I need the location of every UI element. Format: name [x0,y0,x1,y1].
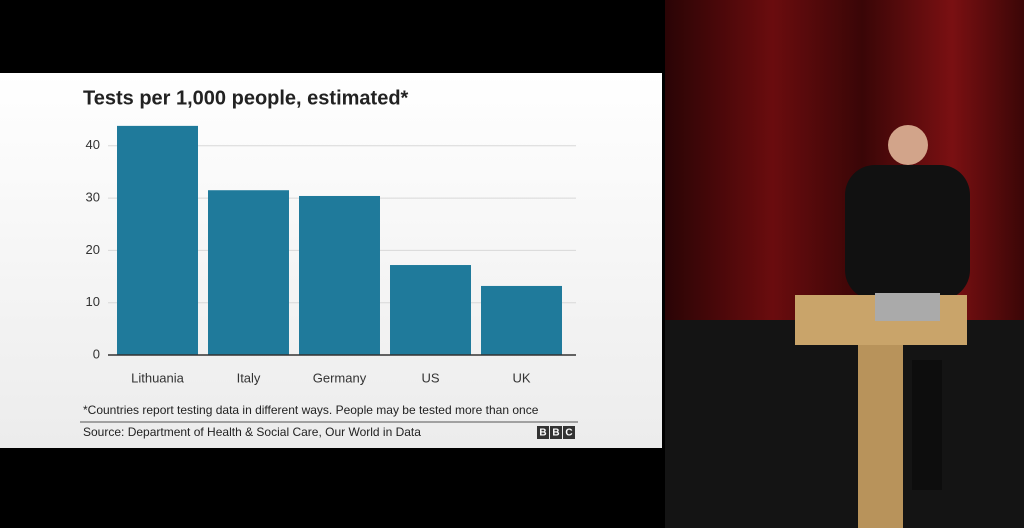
plot: 0 10 20 30 40 Lithuania Italy Germany US UK [86,125,576,385]
bar [117,125,198,355]
logo-letter: B [539,428,546,439]
logo-box [550,426,562,439]
logo-letter: C [565,428,572,439]
source: Source: Department of Health & Social Ca… [83,425,421,439]
x-tick-label: US [421,370,439,385]
y-tick-label: 30 [86,190,100,205]
bar [390,265,471,355]
bar [208,190,289,355]
speaker-body [845,165,970,300]
x-tick-label: Germany [313,370,367,385]
speaker-head [888,125,928,165]
y-tick-label: 40 [86,137,100,152]
chart-title: Tests per 1,000 people, estimated* [83,87,409,109]
curtain [665,0,1024,335]
bar [299,195,380,355]
logo-box [537,426,549,439]
logo-box [563,426,575,439]
x-tick-label: UK [512,370,530,385]
x-tick-label: Italy [237,370,261,385]
podium-post [858,345,903,528]
y-tick-label: 20 [86,242,100,257]
logo: B B C [537,426,575,439]
bar [481,285,562,355]
laptop [875,293,940,321]
logo-letter: B [552,428,559,439]
y-tick-label: 0 [93,346,100,361]
stage [665,320,1024,528]
y-tick-label: 10 [86,294,100,309]
x-tick-label: Lithuania [131,370,185,385]
footnote: *Countries report testing data in differ… [83,403,539,417]
speaker-legs [912,360,942,490]
